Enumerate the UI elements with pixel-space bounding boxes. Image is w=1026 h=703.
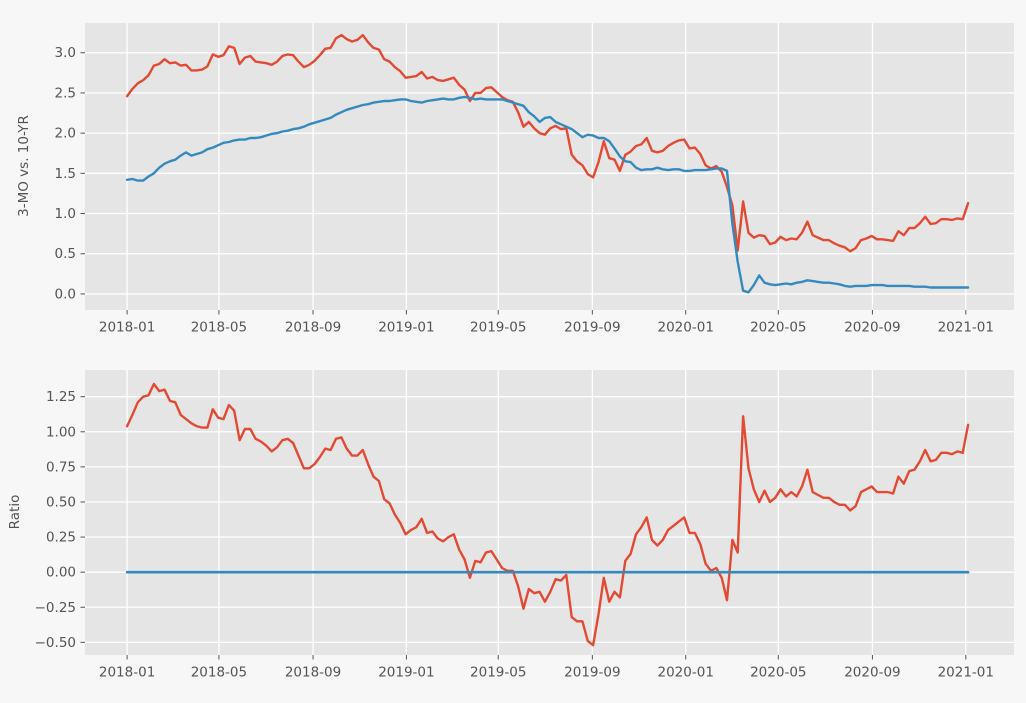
y-tick-label: −0.50 (35, 635, 76, 651)
y-tick-label: 1.25 (46, 389, 76, 405)
y-tick-label: 1.5 (55, 166, 76, 182)
y-axis-label-top-chart: 3-MO vs. 10-YR (16, 115, 32, 217)
series-line-10-yr (125, 33, 970, 253)
plot-panel (85, 370, 1014, 655)
y-tick-label: 2.5 (55, 85, 76, 101)
x-tick-label: 2018-09 (285, 320, 341, 336)
x-tick-label: 2020-05 (750, 665, 806, 681)
plot-panel (85, 23, 1014, 310)
y-tick-label: 0.0 (55, 286, 76, 302)
x-tick-label: 2020-01 (658, 665, 714, 681)
x-tick-label: 2019-09 (564, 320, 620, 336)
x-tick-label: 2018-01 (99, 665, 155, 681)
x-tick-label: 2021-01 (938, 665, 994, 681)
x-tick-label: 2018-01 (99, 320, 155, 336)
series-line-3-mo (125, 95, 970, 294)
y-tick-label: 0.25 (46, 530, 76, 546)
x-tick-label: 2020-05 (750, 320, 806, 336)
x-tick-label: 2019-05 (470, 665, 526, 681)
series-line-ratio (125, 382, 970, 647)
y-tick-label: 3.0 (55, 45, 76, 61)
y-tick-label: 1.0 (55, 206, 76, 222)
x-tick-label: 2020-01 (658, 320, 714, 336)
x-tick-label: 2021-01 (938, 320, 994, 336)
y-tick-label: −0.25 (35, 600, 76, 616)
x-tick-label: 2020-09 (844, 665, 900, 681)
x-tick-label: 2020-09 (844, 320, 900, 336)
y-tick-label: 0.75 (46, 459, 76, 475)
x-tick-label: 2019-01 (378, 665, 434, 681)
y-tick-label: 0.00 (46, 565, 76, 581)
y-axis-label-bottom-chart: Ratio (7, 494, 23, 530)
y-tick-label: 0.5 (55, 246, 76, 262)
x-tick-label: 2019-09 (564, 665, 620, 681)
y-tick-label: 1.00 (46, 424, 76, 440)
y-tick-label: 0.50 (46, 494, 76, 510)
x-tick-label: 2018-05 (191, 665, 247, 681)
y-tick-label: 2.0 (55, 126, 76, 142)
x-tick-label: 2018-05 (191, 320, 247, 336)
x-tick-label: 2018-09 (285, 665, 341, 681)
x-tick-label: 2019-01 (378, 320, 434, 336)
x-tick-label: 2019-05 (470, 320, 526, 336)
